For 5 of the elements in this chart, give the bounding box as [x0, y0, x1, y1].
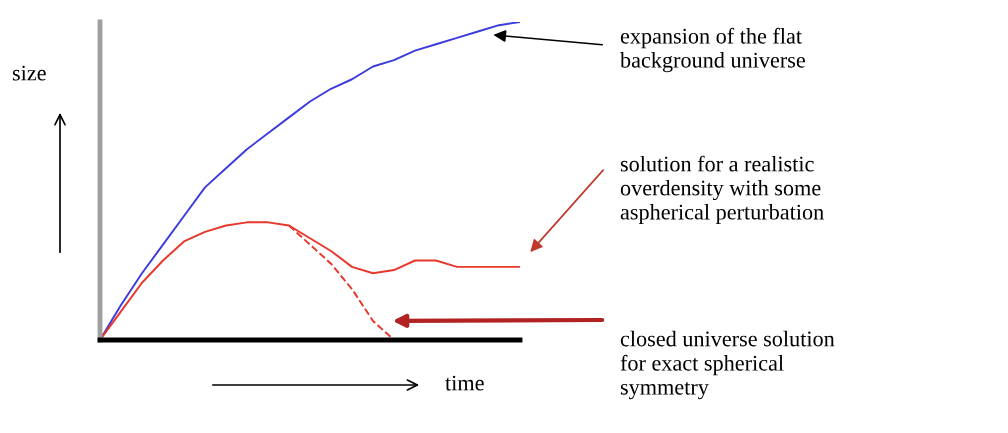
text: closed universe solution for exact spherical symmetry: [620, 330, 835, 400]
text: solution for a realistic overdensity with some aspherical perturbation: [620, 155, 824, 225]
x-axis-title: time: [445, 375, 484, 391]
text: expansion of the flat background universe: [620, 27, 805, 73]
y-axis-title: size: [12, 65, 46, 81]
